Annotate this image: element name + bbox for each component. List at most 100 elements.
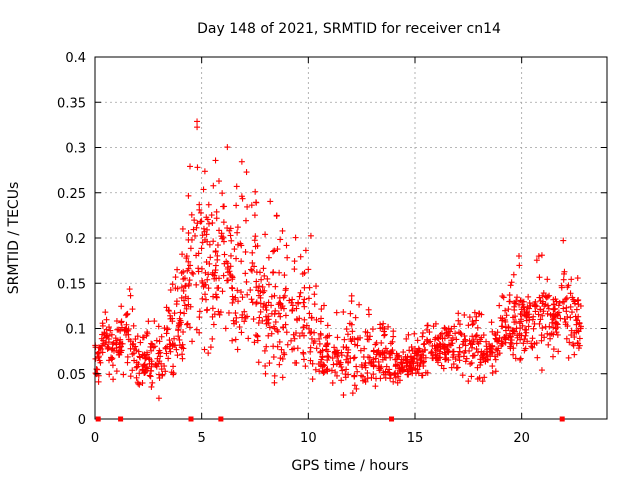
data-point	[527, 302, 534, 309]
data-point	[574, 275, 581, 282]
data-point	[187, 163, 194, 170]
data-points	[92, 118, 584, 402]
data-point	[253, 300, 260, 307]
data-point	[148, 340, 155, 347]
data-point	[277, 313, 284, 320]
data-point	[192, 232, 199, 239]
data-point	[156, 338, 163, 345]
data-point	[408, 354, 415, 361]
data-point	[226, 268, 233, 275]
data-point	[195, 268, 202, 275]
data-point	[271, 247, 278, 254]
data-point	[239, 195, 246, 202]
data-point	[279, 374, 286, 381]
data-point	[577, 325, 584, 332]
data-point	[255, 359, 262, 366]
data-point	[133, 374, 140, 381]
data-point	[523, 313, 530, 320]
data-point	[354, 336, 361, 343]
data-point	[456, 329, 463, 336]
data-point	[300, 299, 307, 306]
data-point	[194, 164, 201, 171]
data-point	[187, 245, 194, 252]
data-point	[265, 254, 272, 261]
data-point	[213, 215, 220, 222]
data-point	[351, 341, 358, 348]
data-point	[526, 299, 533, 306]
data-point	[403, 335, 410, 342]
data-point	[351, 373, 358, 380]
data-point	[169, 343, 176, 350]
data-point	[317, 348, 324, 355]
data-point	[361, 345, 368, 352]
data-point	[521, 306, 528, 313]
x-axis-label: GPS time / hours	[291, 458, 408, 474]
data-point	[164, 326, 171, 333]
data-point	[528, 340, 535, 347]
data-point	[169, 281, 176, 288]
data-point	[175, 323, 182, 330]
data-point	[502, 307, 509, 314]
data-point	[536, 274, 543, 281]
data-point	[406, 359, 413, 366]
data-point	[134, 363, 141, 370]
data-point	[179, 251, 186, 258]
data-point	[297, 289, 304, 296]
data-point	[402, 357, 409, 364]
y-tick-label: 0.2	[65, 232, 86, 247]
data-point	[229, 285, 236, 292]
data-point	[341, 336, 348, 343]
data-point	[418, 372, 425, 379]
data-point	[349, 328, 356, 335]
data-point	[492, 356, 499, 363]
data-point	[446, 332, 453, 339]
data-point	[538, 337, 545, 344]
data-point	[187, 303, 194, 310]
data-point	[538, 332, 545, 339]
data-point	[533, 257, 540, 264]
data-point	[220, 272, 227, 279]
data-point	[229, 337, 236, 344]
data-point	[180, 345, 187, 352]
data-point	[507, 345, 514, 352]
data-point	[469, 318, 476, 325]
data-point	[336, 361, 343, 368]
data-point	[387, 375, 394, 382]
data-point	[163, 350, 170, 357]
data-point	[378, 339, 385, 346]
data-point	[502, 327, 509, 334]
data-point	[366, 354, 373, 361]
data-point	[405, 371, 412, 378]
data-point	[179, 225, 186, 232]
data-point	[411, 330, 418, 337]
data-point	[546, 292, 553, 299]
data-point	[92, 370, 99, 377]
data-point	[555, 348, 562, 355]
data-point	[539, 312, 546, 319]
data-point	[300, 324, 307, 331]
data-point	[420, 362, 427, 369]
data-point	[432, 345, 439, 352]
data-point	[241, 318, 248, 325]
data-point	[430, 355, 437, 362]
y-tick-label: 0.25	[57, 187, 86, 202]
data-point	[572, 313, 579, 320]
baseline-marker	[118, 416, 124, 422]
data-point	[225, 309, 232, 316]
data-point	[272, 307, 279, 314]
data-point	[390, 378, 397, 385]
data-point	[164, 343, 171, 350]
data-point	[358, 361, 365, 368]
data-point	[538, 252, 545, 259]
data-point	[130, 340, 137, 347]
data-point	[301, 296, 308, 303]
data-point	[272, 319, 279, 326]
data-point	[233, 202, 240, 209]
data-point	[95, 349, 102, 356]
data-point	[198, 218, 205, 225]
data-point	[294, 345, 301, 352]
data-point	[301, 316, 308, 323]
data-point	[114, 326, 121, 333]
data-point	[309, 360, 316, 367]
data-point	[211, 275, 218, 282]
